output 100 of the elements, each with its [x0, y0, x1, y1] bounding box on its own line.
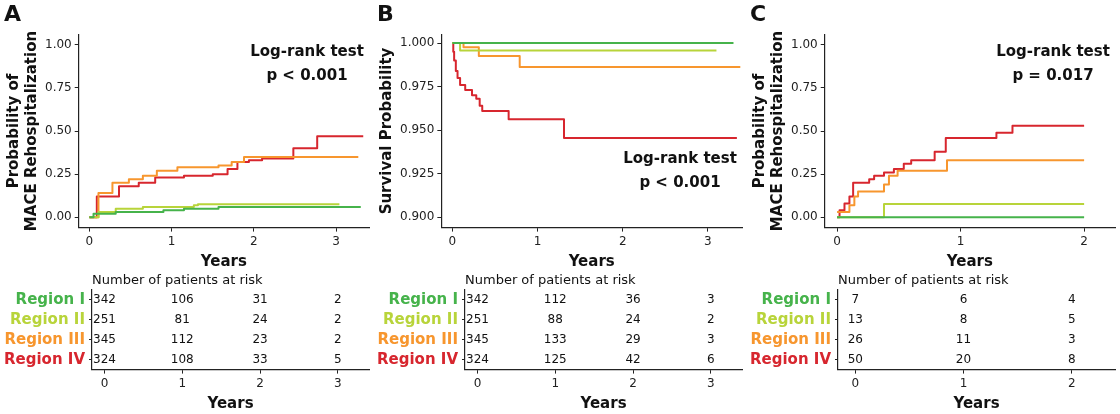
- x-tick-label: 2: [629, 375, 637, 390]
- y-tick-label: Region III: [750, 329, 831, 348]
- data-label: 26: [847, 331, 863, 346]
- y-axis-title: Probability of MACE Rehospitalization: [3, 30, 40, 232]
- data-label: 13: [847, 311, 863, 326]
- y-tick-label: 0.25: [45, 166, 72, 181]
- data-label: 342: [465, 292, 489, 307]
- annotation: p < 0.001: [639, 173, 721, 192]
- y-tick-label: 1.00: [45, 36, 72, 51]
- x-axis-title: Years: [952, 393, 1000, 412]
- data-label: 3: [707, 292, 715, 307]
- data-label: 2: [334, 292, 342, 307]
- data-label: 29: [625, 331, 641, 346]
- data-label: 5: [334, 351, 342, 366]
- chart-title: A: [4, 0, 22, 26]
- data-label: 108: [170, 351, 194, 366]
- x-axis-title: Years: [206, 393, 254, 412]
- data-label: 133: [543, 331, 567, 346]
- y-tick-label: 0.75: [791, 80, 818, 94]
- y-tick-label: Region IV: [377, 349, 459, 368]
- data-label: 6: [959, 292, 968, 307]
- data-label: 81: [174, 311, 190, 326]
- data-label: 8: [1067, 351, 1076, 366]
- x-tick-label: 1: [956, 233, 965, 248]
- chart-title: Number of patients at risk: [838, 272, 1010, 287]
- y-tick-label: 0.00: [45, 209, 72, 224]
- data-label: 2: [707, 311, 715, 326]
- y-tick-label: Region I: [15, 289, 85, 308]
- x-tick-label: 1: [959, 375, 968, 390]
- data-label: 112: [543, 292, 567, 307]
- x-tick-label: 0: [833, 233, 841, 248]
- data-label: 8: [959, 311, 968, 326]
- data-label: 6: [707, 351, 715, 366]
- x-tick-label: 0: [85, 233, 94, 248]
- x-tick-label: 0: [100, 375, 109, 390]
- data-label: 11: [955, 331, 972, 346]
- data-label: 23: [252, 331, 268, 346]
- chart-title: Number of patients at risk: [92, 272, 264, 287]
- y-tick-label: Region I: [761, 289, 831, 308]
- x-tick-label: 3: [707, 375, 715, 390]
- y-tick-label: Region IV: [750, 349, 832, 368]
- data-label: 251: [92, 311, 116, 326]
- data-label: 3: [707, 331, 715, 346]
- chart-title: Number of patients at risk: [465, 272, 637, 287]
- data-label: 2: [334, 331, 342, 346]
- y-tick-label: 0.50: [45, 123, 72, 138]
- data-label: 7: [851, 292, 860, 307]
- chart-title: C: [750, 0, 767, 26]
- x-tick-label: 1: [533, 233, 542, 248]
- data-label: 20: [955, 351, 972, 366]
- annotation: p < 0.001: [266, 66, 348, 85]
- annotation: Log-rank test: [996, 42, 1110, 61]
- x-tick-label: 0: [851, 375, 860, 390]
- y-tick-label: 0.925: [399, 165, 435, 180]
- data-label: 324: [465, 351, 489, 366]
- x-tick-label: 1: [167, 233, 176, 248]
- y-tick-label: 0.25: [791, 166, 818, 181]
- data-label: 36: [625, 292, 641, 307]
- y-tick-label: Region I: [388, 289, 458, 308]
- data-label: 112: [170, 331, 194, 346]
- y-tick-label: Region III: [4, 329, 85, 348]
- y-tick-label: 0.00: [791, 209, 818, 224]
- y-tick-label: 0.50: [791, 123, 818, 138]
- data-label: 3: [1067, 331, 1076, 346]
- annotation: p = 0.017: [1012, 66, 1094, 85]
- y-tick-label: Region III: [377, 329, 458, 348]
- data-label: 42: [625, 351, 641, 366]
- data-label: 24: [625, 311, 641, 326]
- data-label: 5: [1067, 311, 1076, 326]
- data-label: 342: [92, 292, 116, 307]
- x-tick-label: 2: [618, 233, 627, 248]
- x-tick-label: 2: [1080, 233, 1088, 248]
- annotation: Log-rank test: [623, 149, 737, 168]
- y-tick-label: Region II: [756, 309, 831, 328]
- data-label: 2: [334, 311, 342, 326]
- data-label: 24: [252, 311, 268, 326]
- x-tick-label: 2: [256, 375, 264, 390]
- x-tick-label: 2: [250, 233, 258, 248]
- chart-title: B: [377, 0, 394, 26]
- data-label: 106: [170, 292, 194, 307]
- data-label: 251: [465, 311, 489, 326]
- data-label: 345: [465, 331, 489, 346]
- x-tick-label: 2: [1067, 375, 1076, 390]
- annotation: Log-rank test: [250, 42, 364, 61]
- x-tick-label: 1: [178, 375, 187, 390]
- y-tick-label: Region II: [383, 309, 458, 328]
- y-tick-label: 1.000: [399, 35, 435, 50]
- data-label: 31: [252, 292, 268, 307]
- y-tick-label: Region IV: [4, 349, 86, 368]
- data-label: 324: [92, 351, 116, 366]
- x-tick-label: 1: [551, 375, 560, 390]
- y-tick-label: 0.950: [399, 122, 435, 137]
- y-tick-label: 0.975: [399, 78, 435, 93]
- data-label: 125: [543, 351, 567, 366]
- data-label: 33: [252, 351, 268, 366]
- x-axis-title: Years: [567, 251, 615, 270]
- x-tick-label: 0: [448, 233, 457, 248]
- x-tick-label: 0: [473, 375, 482, 390]
- y-axis-title: Probability of MACE Rehospitalization: [749, 30, 786, 232]
- y-axis-title: Survival Probability: [376, 47, 395, 215]
